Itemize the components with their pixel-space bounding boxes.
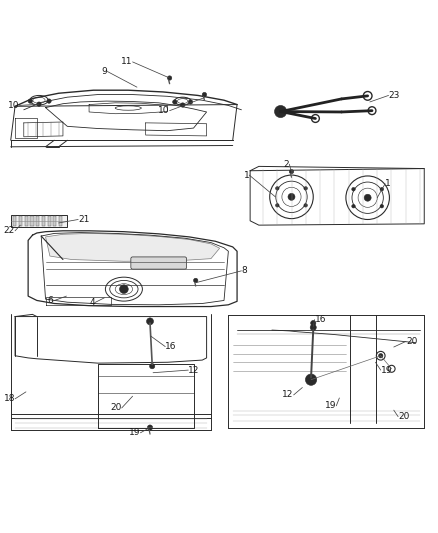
Text: 16: 16 xyxy=(314,315,326,324)
Circle shape xyxy=(304,187,307,190)
Circle shape xyxy=(380,205,384,208)
Text: 20: 20 xyxy=(398,412,410,421)
Text: 9: 9 xyxy=(102,67,107,76)
Circle shape xyxy=(173,100,177,104)
Text: 4: 4 xyxy=(89,298,95,307)
Circle shape xyxy=(180,103,185,107)
Text: 20: 20 xyxy=(406,337,417,346)
Bar xyxy=(48,216,51,227)
Circle shape xyxy=(167,76,172,80)
Text: 11: 11 xyxy=(121,58,133,67)
Circle shape xyxy=(310,325,316,330)
Circle shape xyxy=(188,100,193,104)
Text: 12: 12 xyxy=(282,390,293,399)
Bar xyxy=(36,216,39,227)
FancyBboxPatch shape xyxy=(131,257,187,269)
Text: 23: 23 xyxy=(389,91,400,100)
Bar xyxy=(19,216,22,227)
Text: 1: 1 xyxy=(385,179,391,188)
Circle shape xyxy=(149,364,155,369)
Circle shape xyxy=(194,278,198,282)
Circle shape xyxy=(28,99,32,103)
Circle shape xyxy=(147,318,153,325)
Circle shape xyxy=(288,193,295,200)
Circle shape xyxy=(202,92,207,96)
Text: 19: 19 xyxy=(325,401,336,410)
Circle shape xyxy=(311,320,316,326)
Text: 8: 8 xyxy=(241,266,247,276)
Text: 19: 19 xyxy=(381,366,392,375)
Circle shape xyxy=(304,204,307,207)
Text: 12: 12 xyxy=(188,366,200,375)
Circle shape xyxy=(47,99,51,103)
Text: 10: 10 xyxy=(158,106,170,115)
Circle shape xyxy=(364,194,371,201)
Circle shape xyxy=(290,169,293,174)
Circle shape xyxy=(148,425,152,430)
Circle shape xyxy=(380,188,384,191)
Circle shape xyxy=(276,187,279,190)
Bar xyxy=(13,216,16,227)
Text: 16: 16 xyxy=(165,342,177,351)
Bar xyxy=(42,216,45,227)
Text: 22: 22 xyxy=(4,227,15,235)
Circle shape xyxy=(275,106,287,118)
Circle shape xyxy=(305,374,317,385)
Circle shape xyxy=(378,353,383,358)
Text: 21: 21 xyxy=(78,215,89,224)
Polygon shape xyxy=(46,233,220,261)
FancyBboxPatch shape xyxy=(11,215,67,227)
Circle shape xyxy=(37,102,41,106)
Circle shape xyxy=(352,205,355,208)
Bar xyxy=(53,216,57,227)
Circle shape xyxy=(276,204,279,207)
Text: 2: 2 xyxy=(284,160,290,169)
Text: 1: 1 xyxy=(244,171,249,180)
Circle shape xyxy=(120,285,128,294)
Text: 19: 19 xyxy=(129,429,141,437)
Text: 10: 10 xyxy=(8,101,19,110)
Circle shape xyxy=(352,188,355,191)
Text: 6: 6 xyxy=(48,296,53,305)
Text: 20: 20 xyxy=(110,403,122,413)
Bar xyxy=(25,216,28,227)
Bar xyxy=(31,216,34,227)
Text: 18: 18 xyxy=(4,394,15,403)
Bar xyxy=(59,216,62,227)
